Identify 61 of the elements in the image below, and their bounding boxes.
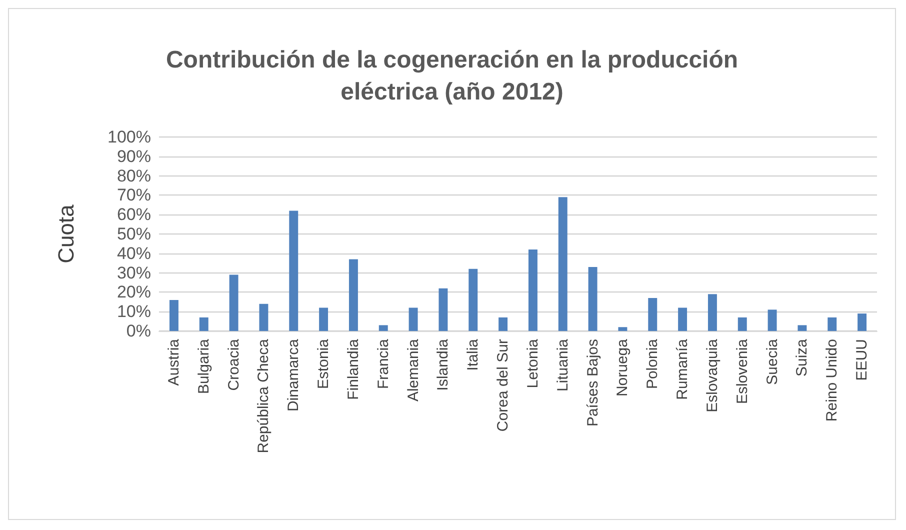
bar bbox=[618, 327, 628, 331]
bar bbox=[768, 310, 777, 331]
x-tick-label: Países Bajos bbox=[584, 339, 602, 427]
x-tick-label: Bulgaria bbox=[195, 338, 212, 394]
y-tick-label: 40% bbox=[116, 244, 151, 263]
bar bbox=[588, 266, 598, 331]
x-tick-label: Eslovaquia bbox=[704, 338, 721, 412]
y-tick-label: 30% bbox=[116, 263, 151, 282]
bar bbox=[648, 298, 658, 331]
bar bbox=[858, 314, 867, 331]
x-tick-label: Suecia bbox=[764, 338, 781, 385]
x-tick-label: Estonia bbox=[315, 338, 332, 390]
x-tick-label: Lituania bbox=[554, 338, 572, 392]
bar bbox=[199, 317, 208, 331]
bar bbox=[678, 308, 688, 331]
bar bbox=[348, 259, 358, 331]
bar bbox=[558, 197, 568, 331]
x-tick-label: Italia bbox=[464, 338, 482, 371]
x-tick-label: Finlandia bbox=[344, 338, 362, 400]
x-tick-label: República Checa bbox=[255, 338, 272, 454]
y-tick-label: 90% bbox=[116, 146, 151, 166]
bar bbox=[169, 300, 178, 331]
bar bbox=[378, 325, 388, 331]
bar bbox=[798, 325, 807, 331]
x-tick-label: Polonia bbox=[644, 338, 662, 390]
y-tick-label: 70% bbox=[116, 186, 151, 205]
x-tick-label: Islandia bbox=[434, 338, 452, 391]
x-tick-label: Reino Unido bbox=[824, 339, 841, 422]
y-tick-label: 10% bbox=[116, 302, 151, 322]
bar bbox=[468, 268, 478, 331]
y-tick-label: 50% bbox=[116, 224, 151, 244]
bar bbox=[229, 274, 238, 331]
chart-title: Contribución de la cogeneración en la producción eléctrica (año 2012) bbox=[166, 46, 738, 106]
bar bbox=[438, 288, 448, 331]
bar bbox=[828, 317, 837, 331]
x-tick-label: Austria bbox=[165, 338, 182, 386]
x-tick-label: Noruega bbox=[614, 338, 632, 397]
y-axis-title: Cuota bbox=[54, 204, 78, 264]
x-tick-label: Francia bbox=[374, 338, 392, 390]
bar bbox=[498, 317, 508, 331]
bar bbox=[708, 294, 717, 331]
bar bbox=[528, 250, 538, 331]
y-tick-label: 20% bbox=[116, 282, 151, 302]
bar bbox=[319, 308, 328, 331]
x-tick-label: Corea del Sur bbox=[494, 339, 512, 432]
bar bbox=[289, 210, 298, 331]
x-tick-label: Alemania bbox=[404, 338, 422, 402]
x-tick-label: EEUU bbox=[854, 339, 871, 381]
x-tick-label: Rumanía bbox=[674, 338, 692, 400]
bar bbox=[259, 304, 268, 331]
x-tick-label: Letonia bbox=[524, 338, 542, 388]
x-tick-label: Eslovenia bbox=[734, 338, 751, 404]
y-tick-label: 80% bbox=[116, 166, 151, 186]
y-tick-label: 60% bbox=[116, 205, 151, 224]
bar bbox=[408, 308, 418, 331]
y-tick-label: 100% bbox=[108, 128, 151, 146]
bar bbox=[738, 317, 747, 331]
y-tick-label: 0% bbox=[126, 322, 151, 340]
x-tick-label: Dinamarca bbox=[285, 338, 302, 412]
x-tick-label: Croacia bbox=[225, 338, 242, 391]
x-tick-label: Suiza bbox=[794, 338, 811, 377]
